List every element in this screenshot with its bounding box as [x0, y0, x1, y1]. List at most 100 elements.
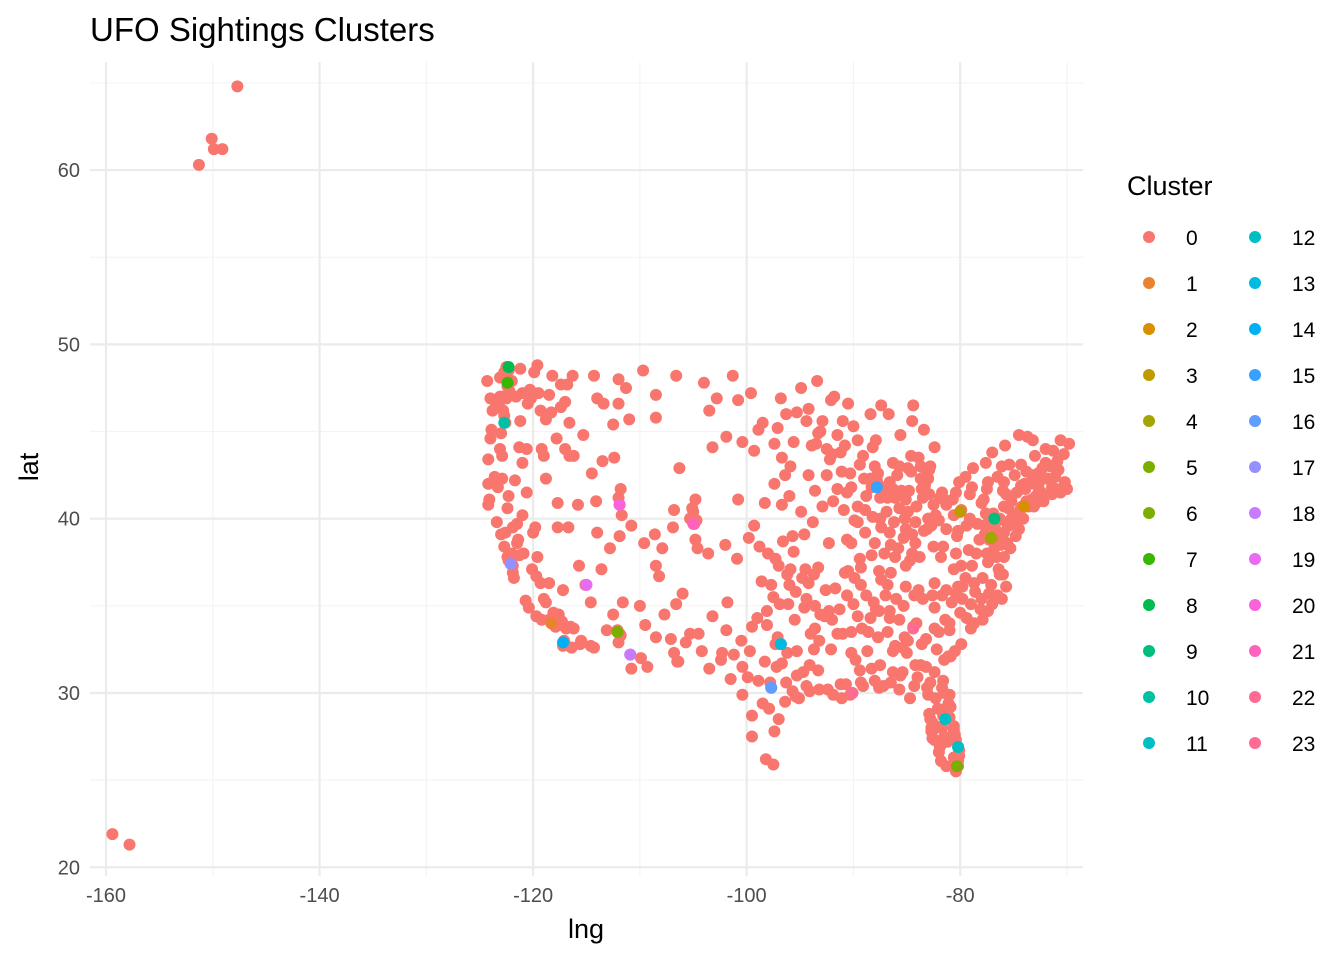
- data-point: [914, 659, 927, 672]
- data-point: [575, 634, 588, 647]
- data-point: [776, 535, 789, 548]
- data-point: [653, 570, 666, 583]
- data-point: [851, 434, 864, 447]
- legend-key: [1143, 461, 1155, 473]
- data-point: [1037, 495, 1050, 508]
- data-point: [759, 753, 772, 766]
- legend-label: 5: [1186, 457, 1198, 480]
- data-point: [1012, 512, 1025, 525]
- data-point: [782, 598, 795, 611]
- data-point: [490, 516, 503, 529]
- data-point: [716, 646, 729, 659]
- data-point: [928, 577, 941, 590]
- data-point: [543, 577, 556, 590]
- data-point: [485, 423, 498, 436]
- data-point: [607, 608, 620, 621]
- data-point: [534, 577, 547, 590]
- data-point: [813, 683, 826, 696]
- data-point: [940, 523, 953, 536]
- data-point: [563, 449, 576, 462]
- data-point: [672, 655, 685, 668]
- data-point: [854, 561, 867, 574]
- data-point: [847, 598, 860, 611]
- data-point: [587, 369, 600, 382]
- data-point: [561, 378, 574, 391]
- data-point: [829, 582, 842, 595]
- data-point: [746, 709, 758, 722]
- data-point: [502, 361, 515, 374]
- data-point: [741, 671, 754, 684]
- data-point: [859, 503, 872, 516]
- legend-key: [1143, 737, 1155, 749]
- legend-key: [1143, 369, 1155, 381]
- data-point: [790, 645, 803, 658]
- data-point: [758, 655, 771, 668]
- data-point: [639, 619, 652, 632]
- data-point: [691, 542, 704, 555]
- data-point: [798, 528, 811, 541]
- data-point: [600, 624, 613, 637]
- data-point: [668, 503, 681, 516]
- legend-key: [1249, 277, 1261, 289]
- data-point: [816, 500, 829, 513]
- data-point: [634, 652, 647, 665]
- legend-key: [1249, 599, 1261, 611]
- data-point: [760, 605, 773, 618]
- data-point: [808, 484, 821, 497]
- data-point: [808, 622, 821, 635]
- legend-key: [1143, 323, 1155, 335]
- data-point: [854, 676, 867, 689]
- data-point: [501, 376, 514, 389]
- data-point: [702, 547, 715, 560]
- data-point: [499, 526, 512, 539]
- data-point: [620, 381, 633, 394]
- data-point: [997, 551, 1010, 564]
- data-point: [836, 415, 849, 428]
- data-point: [501, 502, 514, 515]
- data-point: [951, 530, 964, 543]
- data-point: [837, 503, 850, 516]
- data-point: [513, 549, 526, 562]
- data-point: [835, 465, 848, 478]
- data-point: [909, 537, 922, 550]
- data-point: [676, 587, 689, 600]
- legend-key: [1249, 691, 1261, 703]
- data-point: [907, 622, 920, 635]
- data-point: [951, 760, 964, 773]
- data-point: [811, 374, 824, 387]
- legend-label: 2: [1186, 319, 1198, 342]
- data-point: [768, 725, 781, 738]
- data-point: [658, 608, 671, 621]
- data-point: [781, 646, 794, 659]
- data-point: [755, 575, 768, 588]
- data-point: [875, 399, 888, 412]
- data-point: [608, 451, 621, 464]
- data-point: [752, 674, 765, 687]
- data-point: [539, 472, 552, 485]
- data-point: [641, 660, 654, 673]
- y-axis-ticks: 20 30 40 50 60: [58, 160, 80, 879]
- data-point: [748, 519, 761, 532]
- data-point: [727, 648, 740, 661]
- legend-key: [1249, 323, 1261, 335]
- data-point: [833, 603, 846, 616]
- data-point: [949, 547, 962, 560]
- data-point: [928, 601, 941, 614]
- data-point: [992, 563, 1005, 576]
- data-point: [937, 540, 950, 553]
- data-point: [813, 634, 826, 647]
- data-point: [965, 559, 978, 572]
- legend-key: [1249, 415, 1261, 427]
- data-point: [535, 442, 548, 455]
- data-point: [597, 397, 610, 410]
- data-point: [879, 589, 892, 602]
- data-point: [551, 496, 564, 509]
- data-point: [765, 681, 778, 694]
- data-point: [774, 392, 787, 405]
- data-point: [522, 601, 535, 614]
- data-point: [846, 686, 859, 699]
- legend-label: 16: [1292, 411, 1315, 434]
- data-point: [818, 610, 831, 623]
